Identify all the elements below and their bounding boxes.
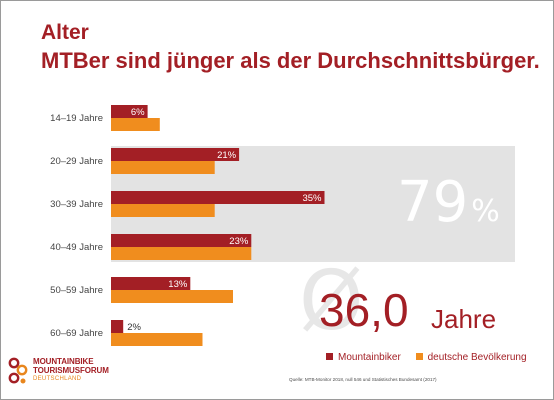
source-note: Quelle: MTB-Monitor 2018, null 546 und S… [289, 377, 437, 382]
data-label: 35% [302, 193, 322, 204]
bar-bevoelkerung [111, 161, 215, 174]
logo-text-line2: TOURISMUSFORUM [33, 366, 109, 375]
logo-chain-icon [8, 357, 28, 384]
data-label: 23% [229, 236, 249, 247]
bar-mountainbiker [111, 234, 252, 247]
legend-swatch-mountainbiker [326, 353, 333, 360]
logo-text-line1: MOUNTAINBIKE [33, 357, 94, 366]
bar-mountainbiker [111, 191, 325, 204]
highlight-value: 79 [397, 170, 469, 235]
bar-mountainbiker [111, 148, 240, 161]
data-label: 13% [168, 279, 188, 290]
data-label: 6% [131, 107, 145, 118]
data-label: 2% [127, 322, 141, 333]
legend-label-bevoelkerung: deutsche Bevölkerung [427, 352, 527, 363]
legend-swatch-bevoelkerung [415, 353, 423, 360]
bar-mountainbiker [111, 105, 148, 118]
average-age-value: 36,0 [319, 284, 409, 336]
bar-bevoelkerung [111, 204, 215, 217]
highlight-percentage: 79% [397, 175, 500, 231]
legend-label-mountainbiker: Mountainbiker [338, 352, 401, 363]
bar-mountainbiker [111, 277, 191, 290]
legend-item-mountainbiker: Mountainbiker [326, 352, 401, 363]
average-symbol-icon: Ø [299, 254, 364, 349]
category-label: 40–49 Jahre [50, 242, 103, 253]
category-label: 50–59 Jahre [50, 285, 103, 296]
category-label: 30–39 Jahre [50, 199, 103, 210]
category-label: 14–19 Jahre [50, 113, 103, 124]
chart-title: Alter [41, 21, 89, 44]
bar-mountainbiker [111, 320, 124, 333]
mountainbike-tourismusforum-logo: MOUNTAINBIKE TOURISMUSFORUM DEUTSCHLAND [7, 355, 127, 391]
logo-text-line3: DEUTSCHLAND [33, 376, 82, 382]
data-label: 21% [217, 150, 237, 161]
highlight-unit: % [471, 194, 500, 229]
bar-bevoelkerung [111, 333, 203, 346]
bar-bevoelkerung [111, 290, 233, 303]
category-label: 60–69 Jahre [50, 328, 103, 339]
legend: Mountainbiker deutsche Bevölkerung [326, 352, 539, 363]
category-label: 20–29 Jahre [50, 156, 103, 167]
legend-item-bevoelkerung: deutsche Bevölkerung [415, 352, 527, 363]
bar-bevoelkerung [111, 118, 160, 131]
bar-bevoelkerung [111, 247, 252, 260]
average-age-unit: Jahre [431, 304, 497, 334]
chart-subtitle: MTBer sind jünger als der Durchschnittsb… [41, 48, 540, 73]
